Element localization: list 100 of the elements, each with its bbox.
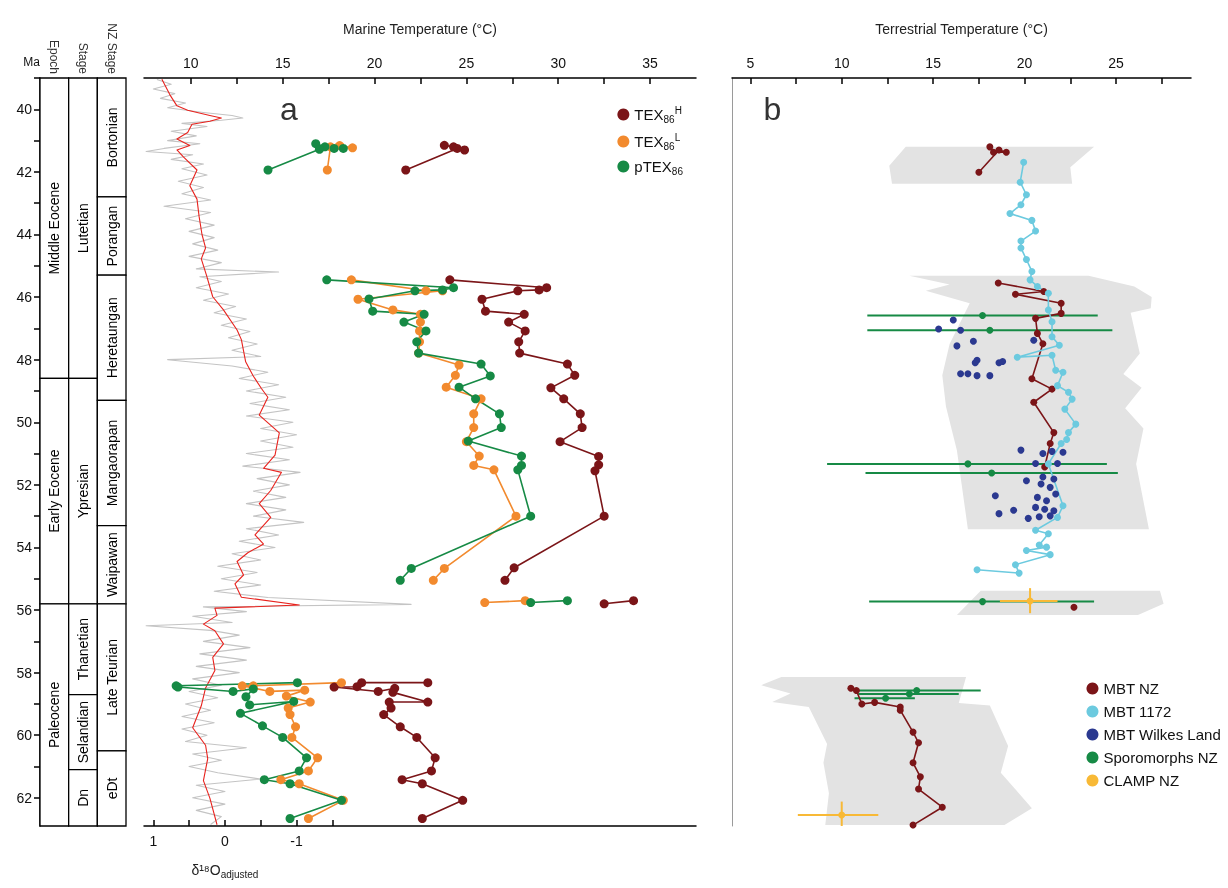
point: [259, 775, 269, 785]
point: [471, 394, 481, 404]
point: [399, 317, 409, 327]
point: [1030, 336, 1038, 344]
point: [514, 337, 524, 347]
chart-title: a: [279, 91, 298, 127]
point: [423, 678, 433, 688]
x-tick-label: 5: [746, 55, 755, 71]
point: [905, 690, 913, 698]
point: [1039, 340, 1047, 348]
point: [526, 598, 536, 608]
point: [1032, 227, 1040, 235]
point: [287, 732, 297, 742]
point: [285, 813, 295, 823]
point: [401, 165, 411, 175]
point: [368, 306, 378, 316]
point: [1055, 341, 1063, 349]
point: [991, 492, 999, 500]
point: [570, 370, 580, 380]
point: [237, 681, 247, 691]
data-label: Lutetian: [75, 203, 91, 254]
point: [916, 773, 924, 781]
point: [285, 779, 295, 789]
point: [303, 813, 313, 823]
point: [1050, 429, 1058, 437]
point: [1006, 210, 1014, 218]
point: [417, 813, 427, 823]
point: [395, 722, 405, 732]
point: [526, 511, 536, 521]
point: [1033, 282, 1041, 290]
point: [590, 466, 600, 476]
point: [313, 753, 323, 763]
point: [346, 275, 356, 285]
point: [1050, 507, 1058, 515]
point: [1030, 398, 1038, 406]
point: [1054, 460, 1062, 468]
data-label: eDt: [103, 777, 120, 800]
point: [500, 575, 510, 585]
point: [421, 286, 431, 296]
point: [419, 309, 429, 319]
y-axis-title: Ma: [23, 55, 41, 69]
legend-label: MBT 1172: [1103, 703, 1172, 720]
point: [1064, 429, 1072, 437]
y-tick-label: 40: [16, 101, 33, 118]
point: [519, 309, 529, 319]
point: [1017, 201, 1025, 209]
point: [979, 312, 987, 320]
point: [1044, 530, 1052, 538]
point: [858, 700, 866, 708]
data-label: Heretaungan: [103, 297, 120, 379]
data-label: Waipawan: [103, 532, 120, 598]
data-label: Dn: [75, 788, 91, 807]
point: [348, 143, 357, 153]
point: [1050, 475, 1058, 483]
point: [1033, 493, 1041, 501]
x-tick-label: 30: [550, 55, 567, 71]
point: [322, 275, 332, 285]
point: [1059, 448, 1067, 456]
point: [469, 423, 479, 433]
point: [949, 316, 957, 324]
point: [329, 682, 339, 692]
point: [257, 721, 267, 731]
x2-tick-label: -1: [290, 833, 303, 849]
point: [973, 372, 981, 380]
legend-label: MBT NZ: [1103, 680, 1160, 697]
y-tick-label: 56: [16, 602, 33, 619]
point: [515, 348, 525, 358]
point: [314, 144, 324, 154]
point: [1033, 329, 1041, 337]
point: [245, 700, 255, 710]
legend-label: MBT Wilkes Land: [1103, 726, 1221, 743]
point: [1022, 477, 1030, 485]
point: [838, 811, 846, 819]
point: [1044, 306, 1052, 314]
point: [241, 692, 251, 702]
point: [476, 359, 486, 369]
point: [454, 382, 464, 392]
point: [990, 148, 997, 156]
data-label: Porangan: [103, 205, 120, 267]
point: [291, 722, 301, 732]
point: [973, 566, 981, 574]
data-label: Paleocene: [46, 681, 63, 748]
point: [294, 779, 304, 789]
point: [938, 803, 946, 811]
point: [1046, 512, 1054, 520]
point: [458, 795, 468, 805]
x-tick-label: 10: [833, 55, 850, 71]
x-tick-label: 20: [1016, 55, 1033, 71]
point: [594, 451, 604, 461]
point: [1020, 158, 1028, 166]
point: [439, 140, 449, 150]
point: [599, 599, 609, 609]
x-tick-label: 20: [366, 55, 383, 71]
point: [481, 306, 490, 316]
point: [999, 358, 1007, 366]
point: [1043, 497, 1051, 505]
point: [1048, 447, 1056, 455]
point: [496, 423, 506, 433]
point: [300, 685, 310, 695]
point: [852, 686, 860, 694]
